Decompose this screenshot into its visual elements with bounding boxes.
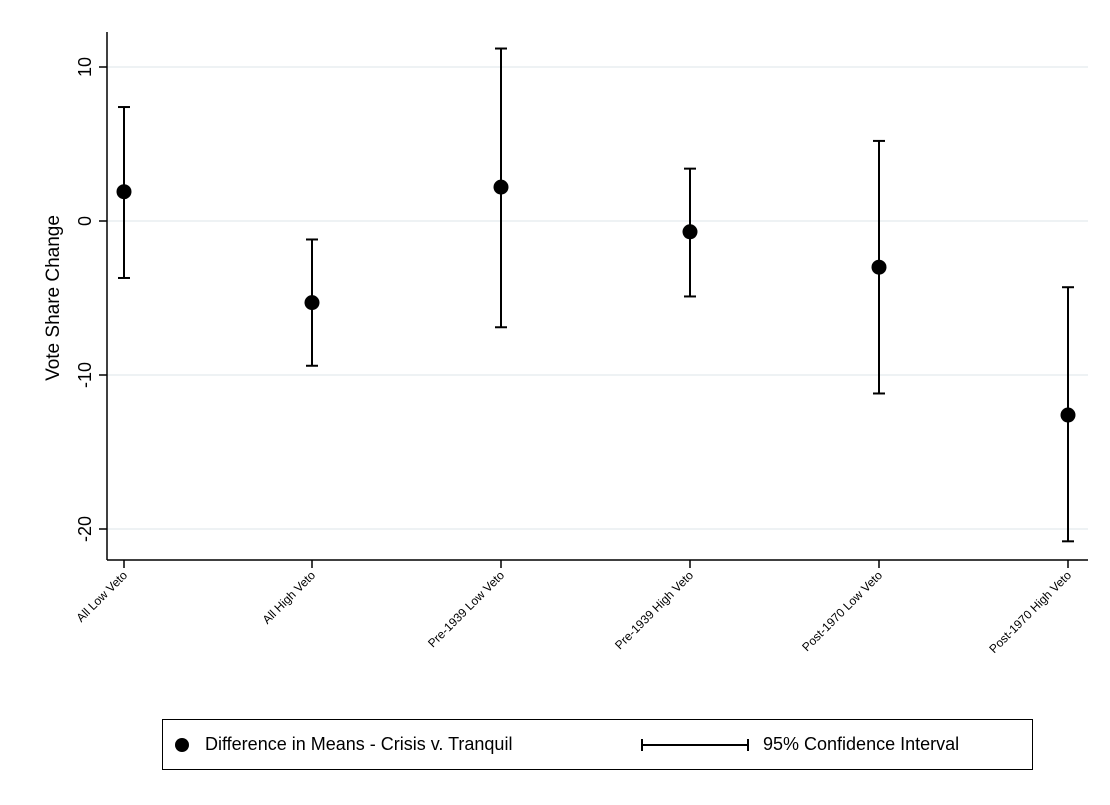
x-tick-label: Post-1970 Low Veto <box>799 568 885 654</box>
x-tick-label: All High Veto <box>260 568 319 627</box>
data-points <box>116 179 1076 423</box>
x-tick-label: Post-1970 High Veto <box>986 568 1074 656</box>
data-point <box>682 224 698 240</box>
y-tick-label: -20 <box>75 516 95 542</box>
x-axis-ticks: All Low Veto All High Veto Pre-1939 Low Ve… <box>74 560 1074 656</box>
x-tick-label: Pre-1939 High Veto <box>612 568 696 652</box>
data-point <box>493 179 509 195</box>
y-tick-label: 0 <box>75 216 95 226</box>
data-point <box>871 259 887 275</box>
data-point <box>116 184 132 200</box>
legend: Difference in Means - Crisis v. Tranquil… <box>162 719 1033 770</box>
x-tick-label: All Low Veto <box>74 568 131 625</box>
legend-item-ci: 95% Confidence Interval <box>641 720 959 769</box>
legend-label-means: Difference in Means - Crisis v. Tranquil <box>205 734 513 754</box>
data-point <box>304 295 320 311</box>
legend-marker-dot <box>175 737 189 752</box>
confidence-intervals <box>118 47 1074 543</box>
y-tick-label: -10 <box>75 362 95 388</box>
data-point <box>1060 407 1076 423</box>
legend-label-ci: 95% Confidence Interval <box>763 734 960 754</box>
legend-marker-ci <box>641 738 749 751</box>
y-tick-label: 10 <box>75 57 95 77</box>
x-tick-label: Pre-1939 Low Veto <box>425 568 507 650</box>
grid-lines <box>107 66 1088 530</box>
y-axis-label: Vote Share Change <box>43 215 64 381</box>
legend-item-means: Difference in Means - Crisis v. Tranquil <box>175 720 512 769</box>
axes <box>106 32 1088 561</box>
y-axis-ticks: 10 0 -10 -20 <box>75 57 107 542</box>
